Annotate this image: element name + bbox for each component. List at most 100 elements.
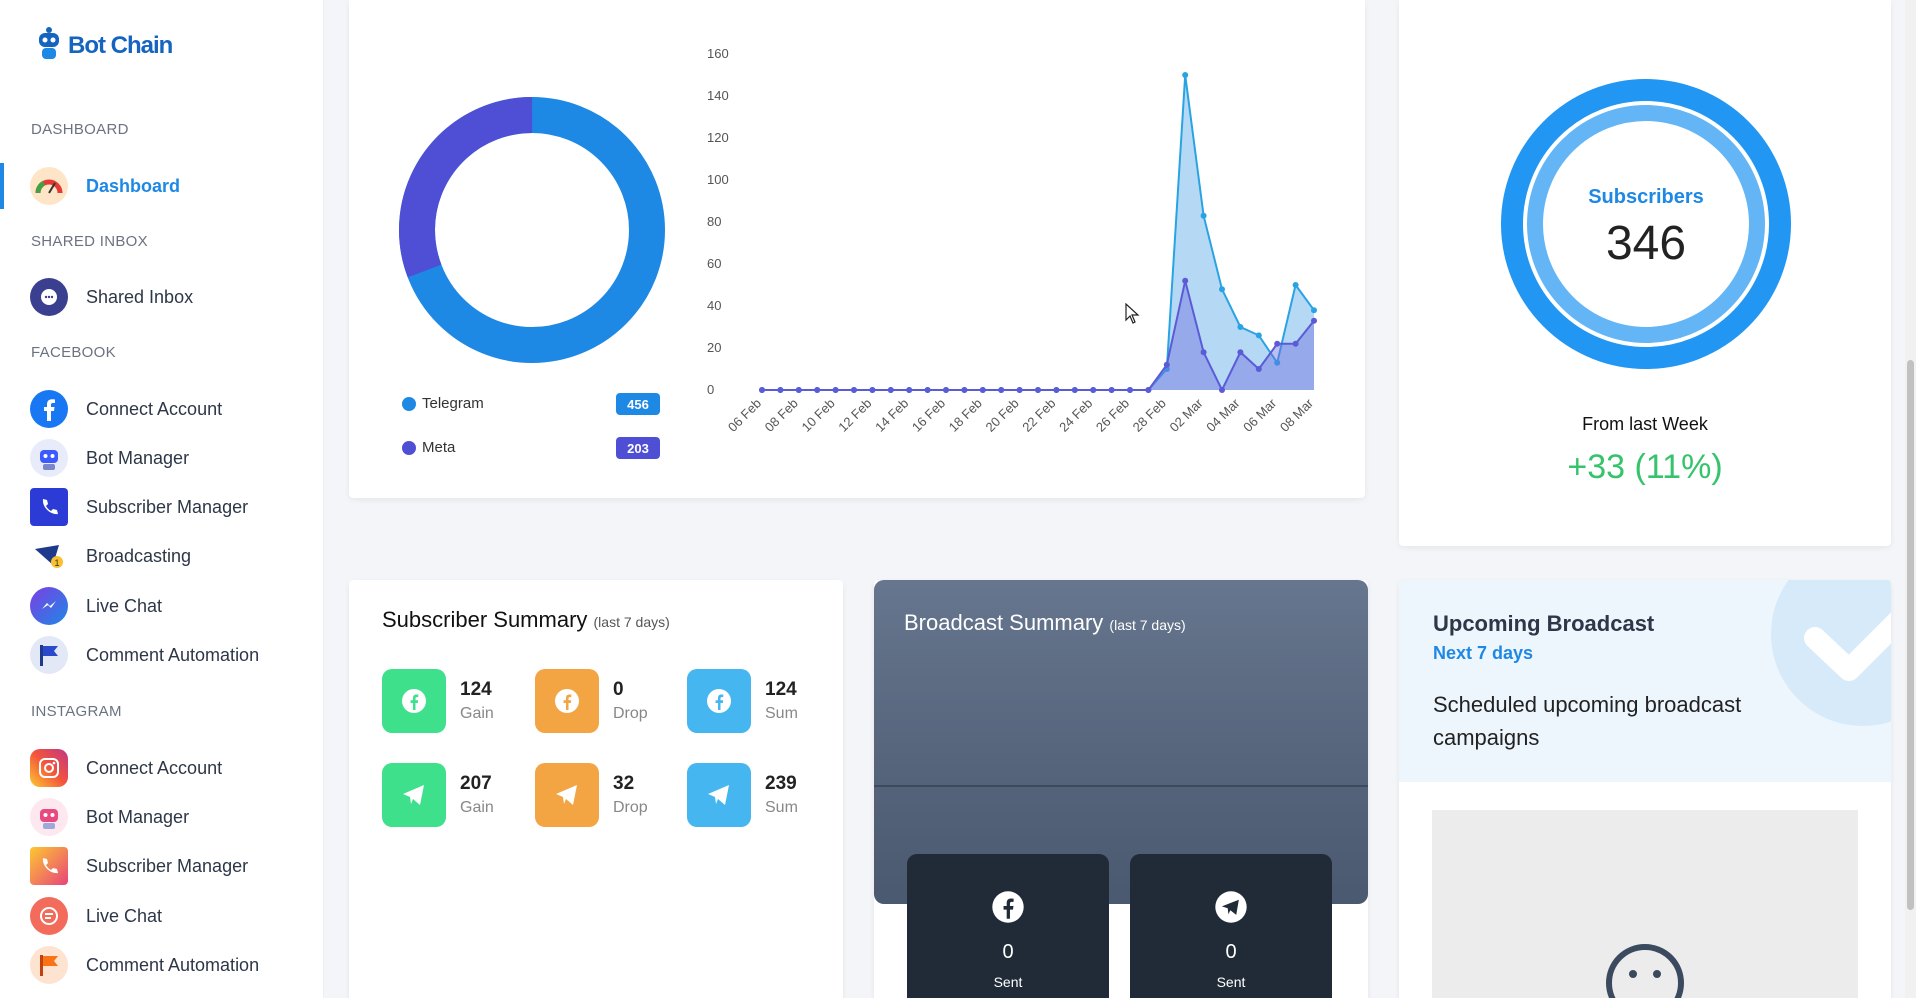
broadcast-sent-label: Sent	[1216, 974, 1246, 990]
nav-fb-broadcasting[interactable]: 1 Broadcasting	[0, 533, 323, 579]
y-tick-label: 100	[707, 172, 729, 187]
x-tick-label: 12 Feb	[835, 396, 874, 435]
nav-fb-bot-manager[interactable]: Bot Manager	[0, 435, 323, 481]
data-point-telegram	[1311, 307, 1317, 314]
section-instagram: INSTAGRAM	[31, 703, 122, 720]
telegram-icon	[382, 763, 446, 827]
instagram-icon	[30, 749, 68, 787]
stat-value: 239	[765, 773, 797, 794]
data-point-meta	[998, 387, 1005, 393]
broadcast-summary-header	[874, 580, 1368, 904]
upcoming-broadcast-subtitle: Next 7 days	[1433, 643, 1534, 663]
y-tick-label: 20	[707, 340, 721, 355]
data-point-meta	[795, 387, 802, 393]
flag-icon	[30, 636, 68, 674]
x-tick-label: 28 Feb	[1130, 396, 1169, 435]
sad-face-icon	[1606, 944, 1684, 998]
nav-ig-connect-account[interactable]: Connect Account	[0, 745, 323, 791]
series-area-telegram	[762, 75, 1314, 390]
nav-ig-subscriber-manager-label: Subscriber Manager	[86, 855, 249, 876]
legend-count-telegram: 456	[616, 393, 660, 415]
stat-label: Drop	[613, 705, 648, 722]
subscribers-change: +33 (11%)	[1567, 448, 1723, 486]
mouse-cursor-icon	[1125, 303, 1140, 324]
x-tick-label: 02 Mar	[1166, 395, 1206, 435]
data-point-meta	[1053, 387, 1060, 393]
y-tick-label: 160	[707, 46, 729, 61]
data-point-meta	[1163, 361, 1170, 368]
page-scrollbar[interactable]	[1905, 0, 1916, 998]
stat-label: Gain	[460, 799, 494, 816]
nav-shared-inbox-label: Shared Inbox	[86, 286, 194, 307]
data-point-meta	[1200, 349, 1207, 356]
nav-fb-live-chat-label: Live Chat	[86, 595, 163, 616]
nav-ig-live-chat[interactable]: Live Chat	[0, 893, 323, 939]
subscribers-count: 346	[1605, 217, 1687, 270]
x-tick-label: 06 Feb	[725, 396, 764, 435]
checkmark-icon	[1771, 580, 1891, 726]
stat-facebook-sum: 124 Sum	[687, 669, 798, 733]
x-tick-label: 16 Feb	[909, 396, 948, 435]
legend-telegram: Telegram	[402, 395, 484, 412]
x-tick-label: 14 Feb	[872, 396, 911, 435]
robot-icon	[36, 26, 62, 65]
x-tick-label: 20 Feb	[982, 396, 1021, 435]
broadcast-sent-label: Sent	[993, 974, 1023, 990]
page-scrollbar-thumb[interactable]	[1907, 360, 1914, 910]
stat-value: 207	[460, 773, 492, 794]
data-point-meta	[1274, 340, 1281, 347]
data-point-telegram	[1219, 286, 1225, 293]
stat-value: 32	[613, 773, 635, 794]
nav-ig-comment-automation[interactable]: Comment Automation	[0, 942, 323, 988]
legend-count-meta: 203	[616, 437, 660, 459]
subscribers-ring-label: Subscribers	[1588, 186, 1704, 208]
brand-logo[interactable]: Bot Chain	[36, 26, 173, 65]
y-tick-label: 0	[707, 382, 714, 397]
stat-label: Sum	[765, 799, 798, 816]
data-point-meta	[961, 387, 968, 393]
data-point-meta	[1090, 387, 1097, 393]
nav-fb-subscriber-manager-label: Subscriber Manager	[86, 496, 249, 517]
nav-ig-live-chat-label: Live Chat	[86, 905, 163, 926]
data-point-meta	[1311, 317, 1317, 324]
y-tick-label: 40	[707, 298, 721, 313]
y-tick-label: 80	[707, 214, 721, 229]
nav-ig-connect-account-label: Connect Account	[86, 757, 223, 778]
phone-contacts-icon	[30, 488, 68, 526]
broadcast-tile-facebook: 0 Sent	[907, 854, 1109, 998]
bot-icon	[30, 439, 68, 477]
inbox-chat-icon	[30, 278, 68, 316]
y-tick-label: 120	[707, 130, 729, 145]
data-point-telegram	[1292, 282, 1299, 288]
stat-facebook-gain: 124 Gain	[382, 669, 494, 733]
sad-face-placeholder	[1432, 810, 1858, 998]
stat-value: 0	[613, 679, 624, 700]
series-area-meta	[762, 280, 1314, 390]
x-tick-label: 08 Feb	[762, 396, 801, 435]
telegram-icon	[687, 763, 751, 827]
stat-telegram-drop: 32 Drop	[535, 763, 648, 827]
data-point-meta	[1016, 387, 1023, 393]
stat-label: Sum	[765, 705, 798, 722]
stat-value: 124	[765, 679, 797, 700]
nav-ig-bot-manager[interactable]: Bot Manager	[0, 794, 323, 840]
x-tick-label: 10 Feb	[798, 396, 837, 435]
flag-icon	[30, 946, 68, 984]
section-dashboard: DASHBOARD	[31, 121, 129, 138]
section-shared-inbox: SHARED INBOX	[31, 233, 148, 250]
data-point-meta	[814, 387, 821, 393]
nav-ig-subscriber-manager[interactable]: Subscriber Manager	[0, 843, 323, 889]
nav-fb-live-chat[interactable]: Live Chat	[0, 583, 323, 629]
svg-text:1: 1	[54, 558, 59, 568]
nav-fb-subscriber-manager[interactable]: Subscriber Manager	[0, 484, 323, 530]
nav-fb-comment-automation[interactable]: Comment Automation	[0, 632, 323, 678]
nav-dashboard[interactable]: Dashboard	[0, 163, 323, 209]
data-point-meta	[1182, 277, 1189, 284]
section-facebook: FACEBOOK	[31, 344, 116, 361]
upcoming-broadcast-title: Upcoming Broadcast	[1433, 611, 1655, 636]
facebook-icon	[535, 669, 599, 733]
subscriber-summary-subtitle: (last 7 days)	[593, 614, 670, 630]
stat-value: 124	[460, 679, 492, 700]
nav-shared-inbox[interactable]: Shared Inbox	[0, 274, 323, 320]
nav-fb-connect-account[interactable]: Connect Account	[0, 386, 323, 432]
